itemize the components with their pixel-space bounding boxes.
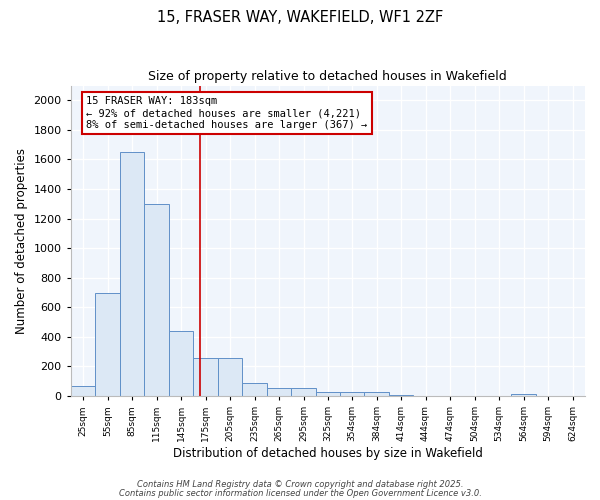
Text: Contains public sector information licensed under the Open Government Licence v3: Contains public sector information licen…: [119, 488, 481, 498]
Y-axis label: Number of detached properties: Number of detached properties: [15, 148, 28, 334]
Text: 15, FRASER WAY, WAKEFIELD, WF1 2ZF: 15, FRASER WAY, WAKEFIELD, WF1 2ZF: [157, 10, 443, 25]
Bar: [267, 388, 292, 396]
Bar: [511, 394, 536, 396]
Text: 15 FRASER WAY: 183sqm
← 92% of detached houses are smaller (4,221)
8% of semi-de: 15 FRASER WAY: 183sqm ← 92% of detached …: [86, 96, 367, 130]
Bar: [120, 152, 144, 396]
Bar: [193, 358, 218, 396]
Bar: [218, 358, 242, 396]
Bar: [169, 331, 193, 396]
Bar: [364, 392, 389, 396]
X-axis label: Distribution of detached houses by size in Wakefield: Distribution of detached houses by size …: [173, 447, 483, 460]
Bar: [71, 386, 95, 396]
Bar: [144, 204, 169, 396]
Text: Contains HM Land Registry data © Crown copyright and database right 2025.: Contains HM Land Registry data © Crown c…: [137, 480, 463, 489]
Bar: [95, 292, 120, 396]
Bar: [316, 392, 341, 396]
Title: Size of property relative to detached houses in Wakefield: Size of property relative to detached ho…: [148, 70, 507, 83]
Bar: [340, 392, 364, 396]
Bar: [242, 382, 267, 396]
Bar: [292, 388, 316, 396]
